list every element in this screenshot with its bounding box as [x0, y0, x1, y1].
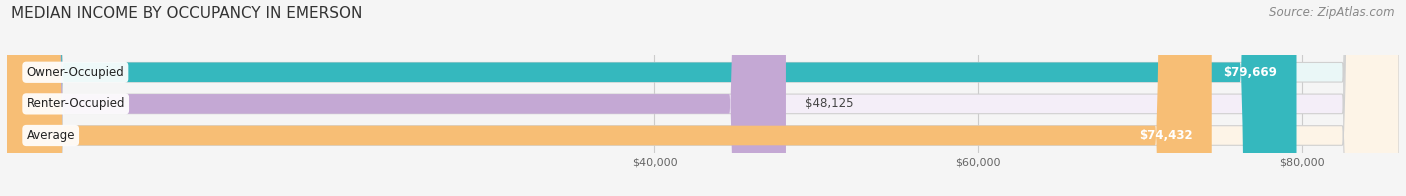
FancyBboxPatch shape	[7, 0, 1296, 196]
FancyBboxPatch shape	[7, 0, 786, 196]
Text: $48,125: $48,125	[806, 97, 853, 110]
FancyBboxPatch shape	[7, 0, 1212, 196]
Text: Owner-Occupied: Owner-Occupied	[27, 66, 124, 79]
Text: Average: Average	[27, 129, 75, 142]
FancyBboxPatch shape	[7, 0, 1399, 196]
FancyBboxPatch shape	[7, 0, 1399, 196]
FancyBboxPatch shape	[7, 0, 1399, 196]
Text: MEDIAN INCOME BY OCCUPANCY IN EMERSON: MEDIAN INCOME BY OCCUPANCY IN EMERSON	[11, 6, 363, 21]
Text: Source: ZipAtlas.com: Source: ZipAtlas.com	[1270, 6, 1395, 19]
Text: Renter-Occupied: Renter-Occupied	[27, 97, 125, 110]
Text: $79,669: $79,669	[1223, 66, 1277, 79]
Text: $74,432: $74,432	[1139, 129, 1192, 142]
